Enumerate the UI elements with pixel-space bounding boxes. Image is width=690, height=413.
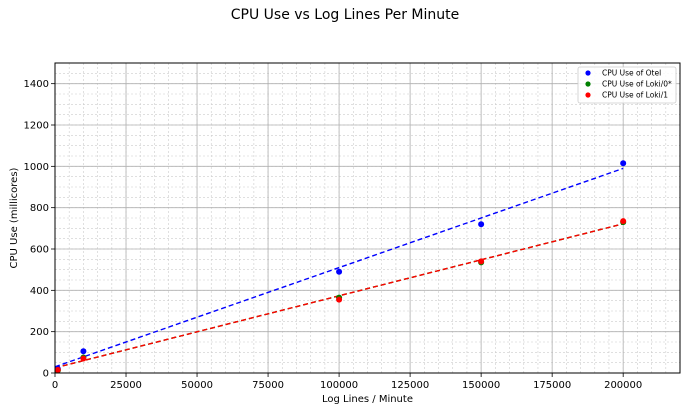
- data-points: [54, 160, 627, 374]
- legend-box: [577, 66, 677, 104]
- y-axis-label: CPU Use (millicores): [9, 167, 20, 268]
- y-tick-label: 1000: [24, 162, 49, 173]
- y-tick-label: 200: [30, 327, 49, 338]
- y-tick-label: 400: [30, 286, 49, 297]
- data-point: [620, 218, 627, 225]
- legend-label: CPU Use of Otel: [602, 69, 661, 78]
- y-tick-label: 1200: [24, 121, 49, 132]
- data-point: [620, 160, 627, 167]
- fit-line: [54, 223, 624, 369]
- legend: CPU Use of Otel CPU Use of Loki/0* CPU Use…: [577, 66, 677, 104]
- axis-ticks: 0 25000 50000 75000 100000 125000 150000 175000…: [24, 79, 643, 391]
- legend-marker: [585, 70, 591, 76]
- data-point: [478, 258, 485, 265]
- x-tick-label: 175000: [533, 380, 571, 391]
- legend-marker: [585, 92, 591, 98]
- chart-title: CPU Use vs Log Lines Per Minute: [231, 7, 460, 23]
- minor-grid: [54, 62, 681, 374]
- x-tick-label: 125000: [391, 380, 429, 391]
- fit-line: [54, 167, 624, 368]
- y-tick-label: 1400: [24, 79, 49, 90]
- x-tick-label: 75000: [252, 380, 284, 391]
- legend-label: CPU Use of Loki/1: [602, 91, 668, 100]
- data-point: [80, 348, 87, 355]
- fit-lines: [54, 167, 624, 369]
- plot-frame: [54, 62, 681, 374]
- x-tick-label: 25000: [110, 380, 142, 391]
- data-point: [478, 221, 485, 228]
- x-tick-label: 50000: [181, 380, 213, 391]
- y-tick-label: 600: [30, 245, 49, 256]
- data-point: [80, 355, 87, 362]
- legend-marker: [585, 81, 591, 87]
- data-point: [336, 268, 343, 275]
- data-point: [54, 366, 61, 373]
- legend-label: CPU Use of Loki/0*: [602, 80, 672, 89]
- y-tick-label: 800: [30, 203, 49, 214]
- x-tick-label: 100000: [320, 380, 358, 391]
- x-tick-label: 150000: [462, 380, 500, 391]
- data-point: [336, 296, 343, 303]
- y-tick-label: 0: [43, 369, 49, 380]
- x-tick-label: 0: [52, 380, 58, 391]
- x-tick-label: 200000: [604, 380, 642, 391]
- x-axis-label: Log Lines / Minute: [322, 394, 413, 405]
